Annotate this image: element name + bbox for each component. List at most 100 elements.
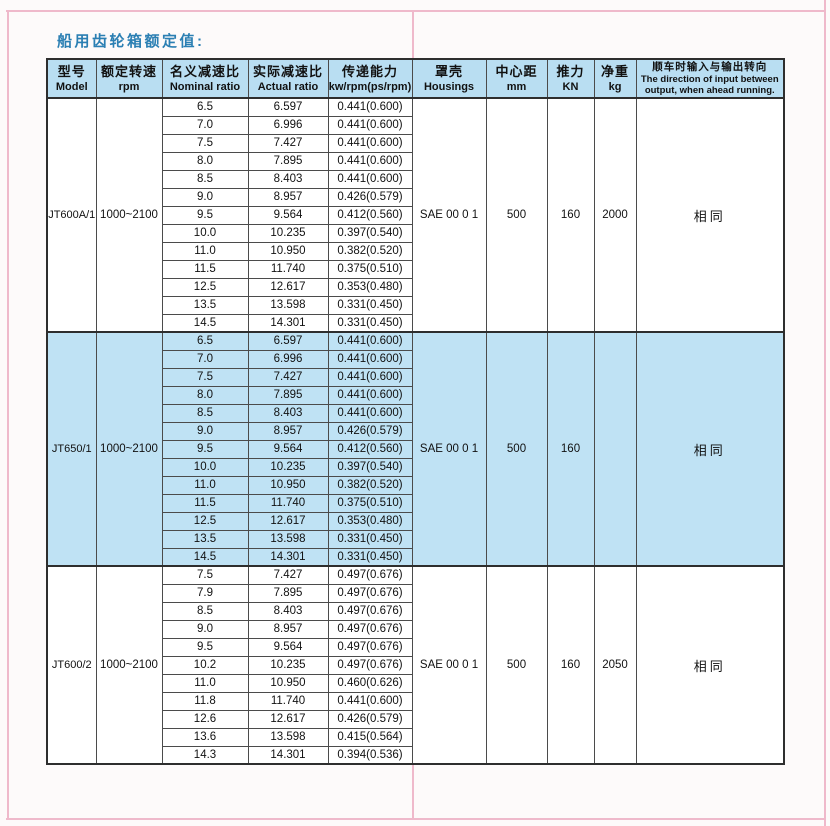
nominal-ratio-cell: 8.5 <box>161 169 249 189</box>
nominal-ratio-cell: 11.0 <box>161 673 249 693</box>
table-row: 11.8 11.740 0.441(0.600) <box>47 691 784 711</box>
actual-ratio-cell: 7.427 <box>247 133 329 153</box>
col-header-capacity: 传递能力 kw/rpm(ps/rpm) <box>327 58 413 99</box>
actual-ratio-cell: 6.597 <box>247 331 329 351</box>
nominal-ratio-cell: 7.5 <box>161 565 249 585</box>
capacity-cell: 0.382(0.520) <box>327 475 413 495</box>
nominal-ratio-cell: 14.5 <box>161 313 249 333</box>
center-distance-cell: 500 <box>485 97 548 333</box>
actual-ratio-cell: 6.996 <box>247 349 329 369</box>
capacity-cell: 0.397(0.540) <box>327 223 413 243</box>
housing-cell: SAE 00 0 1 <box>411 565 487 765</box>
nominal-ratio-cell: 12.5 <box>161 511 249 531</box>
actual-ratio-cell: 14.301 <box>247 547 329 567</box>
table-row: 9.0 8.957 0.426(0.579) <box>47 187 784 207</box>
table-row: 8.0 7.895 0.441(0.600) <box>47 385 784 405</box>
rated-speed-cell: 1000~2100 <box>95 97 163 333</box>
capacity-cell: 0.415(0.564) <box>327 727 413 747</box>
col-header-actual-ratio-zh: 实际减速比 <box>252 64 323 79</box>
actual-ratio-cell: 9.564 <box>247 439 329 459</box>
capacity-cell: 0.412(0.560) <box>327 439 413 459</box>
nominal-ratio-cell: 7.9 <box>161 583 249 603</box>
capacity-cell: 0.441(0.600) <box>327 691 413 711</box>
capacity-cell: 0.497(0.676) <box>327 565 413 585</box>
capacity-cell: 0.497(0.676) <box>327 601 413 621</box>
col-header-thrust: 推力 KN <box>546 58 595 99</box>
nominal-ratio-cell: 12.5 <box>161 277 249 297</box>
net-weight-cell: 2000 <box>593 97 637 333</box>
capacity-cell: 0.375(0.510) <box>327 259 413 279</box>
capacity-cell: 0.426(0.579) <box>327 187 413 207</box>
table-row: 12.5 12.617 0.353(0.480) <box>47 511 784 531</box>
nominal-ratio-cell: 7.0 <box>161 115 249 135</box>
capacity-cell: 0.460(0.626) <box>327 673 413 693</box>
capacity-cell: 0.382(0.520) <box>327 241 413 261</box>
col-header-direction: 顺车时输入与输出转向 The direction of input betwee… <box>635 58 785 99</box>
actual-ratio-cell: 10.950 <box>247 475 329 495</box>
gearbox-ratings-table: 型号 Model 额定转速 rpm 名义减速比 Nominal ratio 实际… <box>46 58 785 765</box>
housing-cell: SAE 00 0 1 <box>411 97 487 333</box>
actual-ratio-cell: 7.895 <box>247 583 329 603</box>
nominal-ratio-cell: 9.5 <box>161 439 249 459</box>
col-header-center-distance-zh: 中心距 <box>495 64 538 79</box>
actual-ratio-cell: 10.235 <box>247 655 329 675</box>
table-row: 14.5 14.301 0.331(0.450) <box>47 547 784 567</box>
nominal-ratio-cell: 11.5 <box>161 259 249 279</box>
capacity-cell: 0.394(0.536) <box>327 745 413 765</box>
actual-ratio-cell: 14.301 <box>247 745 329 765</box>
col-header-housings-zh: 罩壳 <box>434 64 463 79</box>
col-header-model: 型号 Model <box>46 58 97 99</box>
table-row: 8.5 8.403 0.441(0.600) <box>47 169 784 189</box>
capacity-cell: 0.331(0.450) <box>327 313 413 333</box>
capacity-cell: 0.426(0.579) <box>327 421 413 441</box>
table-row: 9.5 9.564 0.412(0.560) <box>47 439 784 459</box>
col-header-rated-speed-en: rpm <box>118 81 140 93</box>
nominal-ratio-cell: 11.0 <box>161 475 249 495</box>
col-header-model-en: Model <box>55 81 88 93</box>
actual-ratio-cell: 11.740 <box>247 259 329 279</box>
direction-cell: 相同 <box>635 97 785 333</box>
nominal-ratio-cell: 14.3 <box>161 745 249 765</box>
actual-ratio-cell: 12.617 <box>247 511 329 531</box>
thrust-cell: 160 <box>546 97 595 333</box>
col-header-rated-speed: 额定转速 rpm <box>95 58 163 99</box>
nominal-ratio-cell: 9.5 <box>161 637 249 657</box>
table-row: 7.9 7.895 0.497(0.676) <box>47 583 784 603</box>
model-cell: JT600A/1 <box>46 97 97 333</box>
nominal-ratio-cell: 13.5 <box>161 529 249 549</box>
nominal-ratio-cell: 6.5 <box>161 97 249 117</box>
nominal-ratio-cell: 14.5 <box>161 547 249 567</box>
crop-mark-left <box>7 10 9 820</box>
model-cell: JT650/1 <box>46 331 97 567</box>
header-row: 型号 Model 额定转速 rpm 名义减速比 Nominal ratio 实际… <box>46 58 785 99</box>
capacity-cell: 0.397(0.540) <box>327 457 413 477</box>
col-header-actual-ratio-en: Actual ratio <box>257 81 319 93</box>
actual-ratio-cell: 8.957 <box>247 619 329 639</box>
table-header: 型号 Model 额定转速 rpm 名义减速比 Nominal ratio 实际… <box>46 58 785 99</box>
capacity-cell: 0.412(0.560) <box>327 205 413 225</box>
nominal-ratio-cell: 7.5 <box>161 133 249 153</box>
capacity-cell: 0.331(0.450) <box>327 295 413 315</box>
actual-ratio-cell: 11.740 <box>247 691 329 711</box>
table-row: 8.5 8.403 0.497(0.676) <box>47 601 784 621</box>
table-row: 11.0 10.950 0.382(0.520) <box>47 475 784 495</box>
direction-cell: 相同 <box>635 565 785 765</box>
capacity-cell: 0.497(0.676) <box>327 637 413 657</box>
capacity-cell: 0.497(0.676) <box>327 619 413 639</box>
capacity-cell: 0.426(0.579) <box>327 709 413 729</box>
actual-ratio-cell: 8.403 <box>247 169 329 189</box>
actual-ratio-cell: 8.403 <box>247 403 329 423</box>
actual-ratio-cell: 12.617 <box>247 277 329 297</box>
page-title: 船用齿轮箱额定值: <box>57 33 205 50</box>
actual-ratio-cell: 10.235 <box>247 223 329 243</box>
col-header-nominal-ratio: 名义减速比 Nominal ratio <box>161 58 249 99</box>
col-header-housings: 罩壳 Housings <box>411 58 487 99</box>
table-row: JT600A/1 1000~2100 6.5 6.597 0.441(0.600) SAE… <box>46 97 785 333</box>
table-row: 10.0 10.235 0.397(0.540) <box>47 457 784 477</box>
table-body: JT600A/1 1000~2100 6.5 6.597 0.441(0.600) SAE… <box>46 97 785 765</box>
table-row: 7.0 6.996 0.441(0.600) <box>47 115 784 135</box>
center-distance-cell: 500 <box>485 565 548 765</box>
nominal-ratio-cell: 13.6 <box>161 727 249 747</box>
capacity-cell: 0.441(0.600) <box>327 403 413 423</box>
col-header-net-weight-en: kg <box>608 81 622 93</box>
